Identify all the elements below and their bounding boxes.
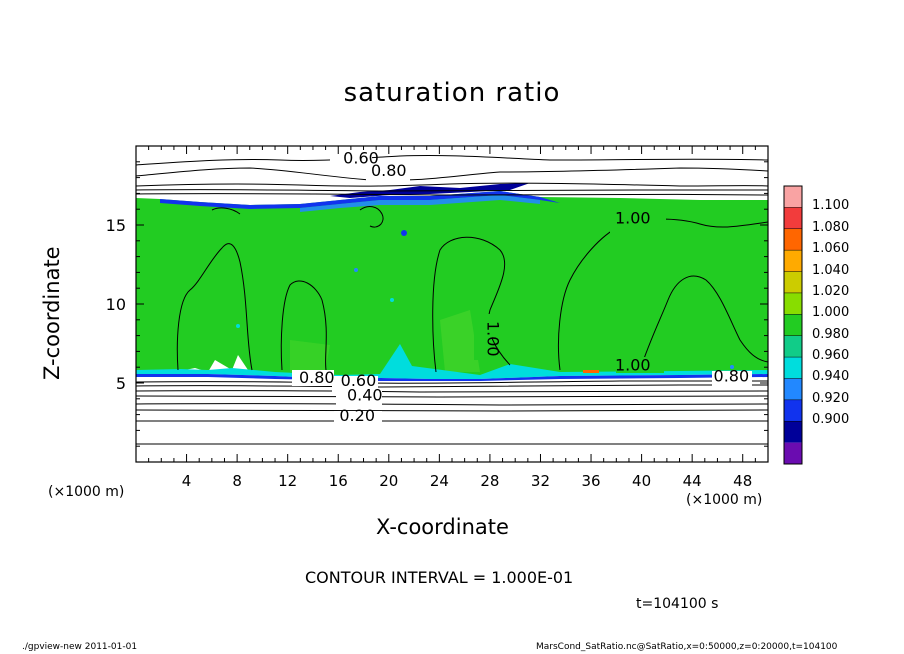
spot: [390, 298, 394, 302]
contour-label: 0.80: [714, 366, 750, 385]
contour-labels: 0.600.801.001.001.000.80 0.600.400.200.80: [299, 148, 749, 425]
contour-label: 0.80: [371, 161, 407, 180]
colorbar-swatch: [784, 207, 802, 229]
colorbar-swatch: [784, 442, 802, 464]
colorbar-swatch: [784, 186, 802, 208]
colorbar-swatch: [784, 421, 802, 443]
colorbar-label: 1.040: [812, 262, 850, 278]
contour-line: [136, 193, 768, 196]
contour-line: [176, 243, 253, 371]
colorbar-label: 1.100: [812, 198, 850, 214]
contour-label: 0.80: [299, 368, 335, 387]
light-band: [290, 340, 330, 372]
contour-label: 1.00: [615, 208, 651, 227]
contour-line: [280, 280, 327, 371]
colorbar-swatch: [784, 314, 802, 336]
contour-label: 0.20: [339, 406, 375, 425]
colorbar-label: 1.020: [812, 283, 850, 299]
lower-boundary-band: [136, 344, 768, 379]
colorbar-label: 1.080: [812, 219, 850, 235]
spot: [236, 324, 240, 328]
colorbar-swatch: [784, 292, 802, 315]
contour-lines: [136, 154, 768, 445]
y-tick-label: 10: [106, 295, 126, 314]
contour-label: 0.60: [341, 371, 377, 390]
contour-line: [136, 380, 768, 384]
contour-line: [136, 409, 768, 412]
colorbar-swatch: [784, 357, 802, 379]
spot: [401, 230, 407, 236]
colorbar-label: 1.000: [812, 305, 850, 321]
x-tick-label: 24: [430, 472, 449, 490]
saturated-region: [136, 191, 768, 377]
contour-label: 1.00: [483, 321, 502, 357]
colorbar-label: 0.940: [812, 369, 850, 385]
x-axis-label: X-coordinate: [376, 515, 509, 539]
contour-label: 0.60: [343, 148, 379, 167]
x-tick-label: 16: [329, 472, 348, 490]
y-axis-label: Z-coordinate: [40, 246, 64, 380]
x-unit-right: (×1000 m): [686, 492, 763, 508]
x-tick-label: 28: [480, 472, 499, 490]
colorbar-label: 0.900: [812, 412, 850, 428]
x-tick-label: 40: [632, 472, 651, 490]
contour-label: 0.40: [347, 385, 383, 404]
contour-line: [136, 167, 768, 181]
spot: [583, 370, 599, 373]
colorbar-swatch: [784, 250, 802, 272]
x-tick-label: 20: [379, 472, 398, 490]
colorbar-label: 0.920: [812, 390, 850, 406]
spot: [730, 365, 734, 369]
contour-line: [136, 384, 768, 388]
contour-line: [136, 395, 768, 398]
footer-source: MarsCond_SatRatio.nc@SatRatio,x=0:50000,…: [536, 642, 838, 652]
colorbar-label: 0.980: [812, 326, 850, 342]
colorbar-swatch: [784, 271, 802, 293]
y-tick-label: 5: [116, 374, 126, 393]
contour-label-backgrounds: [292, 151, 752, 429]
contour-label-backgrounds: [474, 214, 666, 373]
colorbar-swatch: [784, 378, 802, 400]
x-tick-label: 12: [278, 472, 297, 490]
time-label: t=104100 s: [636, 596, 719, 612]
contour-line: [136, 390, 768, 393]
colorbar-swatch: [784, 335, 802, 358]
colorbar-frame: [783, 185, 803, 465]
x-tick-label: 36: [581, 472, 600, 490]
contour-line: [136, 403, 768, 406]
x-tick-label: 48: [733, 472, 752, 490]
x-tick-label: 44: [683, 472, 702, 490]
x-tick-label: 4: [182, 472, 192, 490]
contour-line: [211, 207, 241, 215]
colorbar-swatch: [784, 228, 802, 251]
contour-interval: CONTOUR INTERVAL = 1.000E-01: [305, 568, 574, 587]
colorbar-label: 0.960: [812, 348, 850, 364]
chart-title: saturation ratio: [343, 78, 561, 108]
colorbar-label: 1.060: [812, 241, 850, 257]
spot: [354, 268, 358, 272]
x-unit-left: (×1000 m): [48, 484, 125, 500]
colorbar-swatch: [784, 399, 802, 422]
upper-boundary-band: [300, 195, 540, 212]
contour-line: [639, 275, 768, 371]
upper-boundary-band: [160, 191, 560, 209]
colorbar: [783, 185, 803, 465]
plot-area: 0.600.801.001.001.000.80 0.600.400.200.80: [136, 146, 768, 462]
x-tick-label: 32: [531, 472, 550, 490]
contour-line: [136, 189, 768, 192]
contour-line: [359, 206, 384, 228]
light-band: [440, 310, 480, 372]
y-tick-label: 15: [106, 216, 126, 235]
footer-program: ./gpview-new 2011-01-01: [22, 642, 138, 652]
contour-line: [136, 182, 768, 187]
contour-line: [136, 154, 768, 166]
contour-label: 1.00: [615, 355, 651, 374]
x-tick-label: 8: [232, 472, 242, 490]
